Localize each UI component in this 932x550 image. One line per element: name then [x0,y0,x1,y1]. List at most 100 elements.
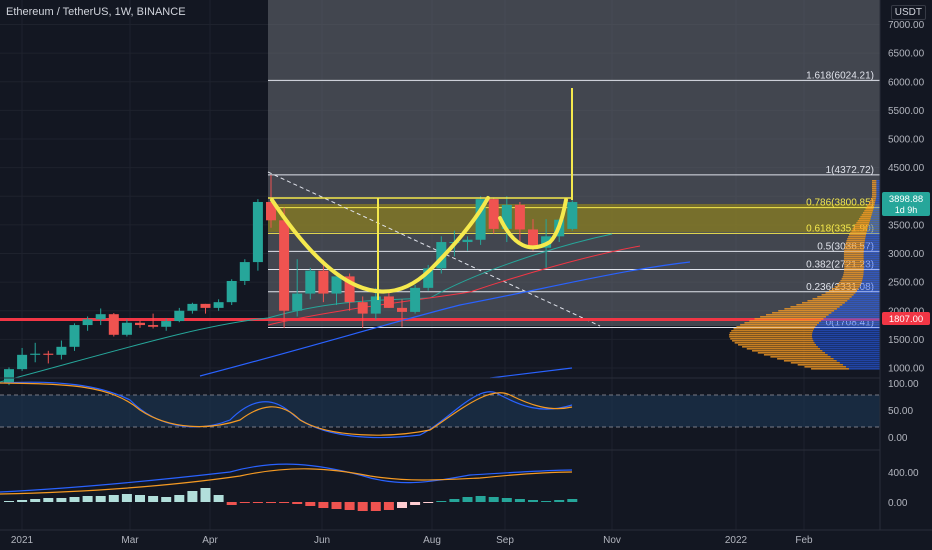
macd-histogram-bar [501,498,512,502]
macd-histogram-bar [252,502,263,503]
macd-histogram-bar [135,495,145,502]
stoch-axis-label: 50.00 [888,406,913,417]
price-axis-label: 5000.00 [888,135,925,146]
macd-histogram-bar [161,497,172,502]
candle [252,199,263,271]
stoch-axis-label: 0.00 [888,433,908,444]
macd-histogram-bar [174,495,185,502]
candle [501,196,512,243]
stoch-axis: 100.00 50.00 0.00 [888,379,919,444]
candle [82,316,93,331]
time-axis-label: Jun [314,535,330,546]
macd-histogram-bar [30,499,41,502]
macd-histogram-bar [95,496,106,502]
price-axis-label: 4500.00 [888,163,925,174]
candle [383,290,394,308]
macd-histogram-bar [567,499,578,502]
candle [161,318,172,331]
candle [292,259,303,317]
price-axis-label: 2500.00 [888,278,925,289]
price-axis-label: 3000.00 [888,249,925,260]
time-axis[interactable]: 2021 Mar Apr Jun Aug Sep Nov 2022 Feb [11,535,813,546]
macd-histogram-bar [410,502,421,505]
macd-histogram-bar [344,502,355,510]
macd-histogram-bar [239,502,250,503]
support-line [0,318,880,321]
macd-histogram-bar [318,502,329,508]
candle [357,296,368,328]
current-price-tag: 3898.88 1d 9h [882,192,930,216]
price-axis-label: 6000.00 [888,77,925,88]
svg-text:1d 9h: 1d 9h [895,205,918,215]
candle [331,276,342,306]
price-axis-label: 5500.00 [888,106,925,117]
candle [148,313,159,329]
candle [279,207,290,328]
macd-histogram-bar [528,500,538,502]
fib-level-label: 0.786(3800.85) [806,198,874,209]
candle [475,196,486,245]
price-axis[interactable]: 7000.00 6500.00 6000.00 5500.00 5000.00 4500.… [888,20,925,375]
svg-text:1807.00: 1807.00 [889,314,923,325]
volume-profile [729,180,880,370]
fib-level-label: 0.618(3351.90) [806,223,874,234]
macd-histogram-bar [292,502,303,504]
candle [397,299,407,327]
candle [318,259,329,303]
macd-histogram-bar [370,502,381,511]
time-axis-label: Mar [121,535,139,546]
macd-histogram-bar [266,502,276,503]
time-axis-label: Apr [202,535,218,546]
macd-histogram-bar [226,502,237,505]
candle [462,236,473,251]
candle [514,201,525,245]
macd-histogram-bar [200,488,211,502]
fib-level-label: 1(4372.72) [826,165,874,176]
macd-histogram-bar [554,500,565,502]
time-axis-label: Sep [496,535,514,546]
macd-histogram-bar [397,502,407,508]
fib-level-label: 1.618(6024.21) [806,70,874,81]
candle [56,340,67,360]
candle [174,307,185,323]
candle [567,200,578,231]
macd-axis-label: 400.00 [888,468,919,479]
candle [17,347,28,371]
macd-histogram-bar [357,502,368,511]
candle [410,284,421,314]
currency-unit-button[interactable]: USDT [890,5,926,20]
macd-axis: 400.00 0.00 [888,468,919,509]
stoch-rsi-pane [0,381,573,439]
candlesticks [4,175,578,386]
price-axis-label: 7000.00 [888,20,925,31]
macd-histogram-bar [514,499,525,502]
macd-histogram-bar [43,498,54,502]
macd-histogram-bar [331,502,342,509]
macd-histogram-bar [488,497,499,502]
macd-histogram-bar [449,499,460,502]
macd-histogram-bar [4,501,14,502]
symbol-title[interactable]: Ethereum / TetherUS, 1W, BINANCE [6,6,186,18]
candle [108,313,119,337]
macd-histogram-bar [82,496,93,502]
price-axis-label: 2000.00 [888,306,925,317]
price-axis-label: 1000.00 [888,364,925,375]
macd-histogram-bar [541,501,552,502]
time-axis-label: Feb [795,535,813,546]
macd-histogram-bar [17,500,28,502]
support-price-tag: 1807.00 [882,312,930,325]
macd-histogram-bar [462,497,473,502]
candle [344,273,355,311]
time-axis-label: 2022 [725,535,748,546]
time-axis-label: Aug [423,535,441,546]
moving-averages [0,233,691,383]
price-axis-label: 1500.00 [888,335,925,346]
candle [305,267,316,300]
macd-pane [0,463,578,511]
macd-histogram-bar [148,496,159,502]
candle [239,259,250,285]
macd-histogram-bar [213,495,224,502]
candle [121,319,132,337]
macd-axis-label: 0.00 [888,498,908,509]
